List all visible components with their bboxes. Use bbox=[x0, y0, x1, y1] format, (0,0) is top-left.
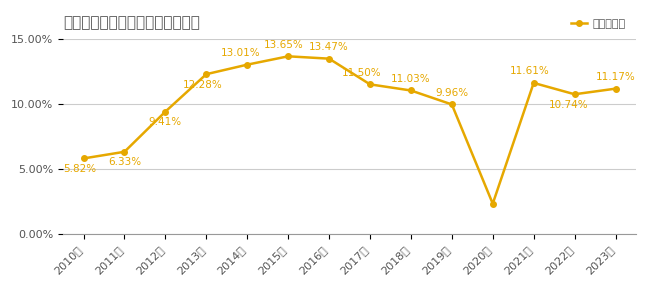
営業利益率 bbox=[570, 92, 578, 96]
営業利益率 bbox=[530, 81, 537, 85]
Text: 13.47%: 13.47% bbox=[309, 42, 349, 52]
営業利益率 bbox=[325, 57, 333, 60]
Legend: 営業利益率: 営業利益率 bbox=[566, 15, 630, 34]
営業利益率 bbox=[121, 150, 129, 154]
営業利益率 bbox=[611, 87, 619, 90]
営業利益率 bbox=[489, 202, 496, 205]
Text: 10.74%: 10.74% bbox=[548, 100, 588, 110]
Text: 9.96%: 9.96% bbox=[435, 88, 469, 98]
Line: 営業利益率: 営業利益率 bbox=[80, 54, 618, 206]
Text: 6.33%: 6.33% bbox=[108, 158, 141, 167]
Text: 5.82%: 5.82% bbox=[63, 164, 96, 174]
営業利益率 bbox=[448, 103, 456, 106]
営業利益率 bbox=[366, 83, 374, 86]
Text: 11.61%: 11.61% bbox=[509, 66, 550, 76]
営業利益率 bbox=[202, 72, 210, 76]
営業利益率 bbox=[162, 110, 169, 113]
営業利益率 bbox=[407, 89, 415, 92]
Text: 11.03%: 11.03% bbox=[391, 74, 431, 84]
Text: 12.28%: 12.28% bbox=[182, 80, 222, 90]
営業利益率 bbox=[284, 55, 292, 58]
Text: 11.50%: 11.50% bbox=[342, 68, 382, 78]
営業利益率 bbox=[80, 157, 88, 160]
営業利益率 bbox=[243, 63, 251, 66]
Text: 9.41%: 9.41% bbox=[149, 117, 182, 127]
Text: 11.17%: 11.17% bbox=[596, 72, 635, 82]
Text: ブリヂストンの営業利益率の推移: ブリヂストンの営業利益率の推移 bbox=[63, 15, 200, 31]
Text: 13.01%: 13.01% bbox=[221, 48, 261, 58]
Text: 13.65%: 13.65% bbox=[264, 40, 304, 50]
